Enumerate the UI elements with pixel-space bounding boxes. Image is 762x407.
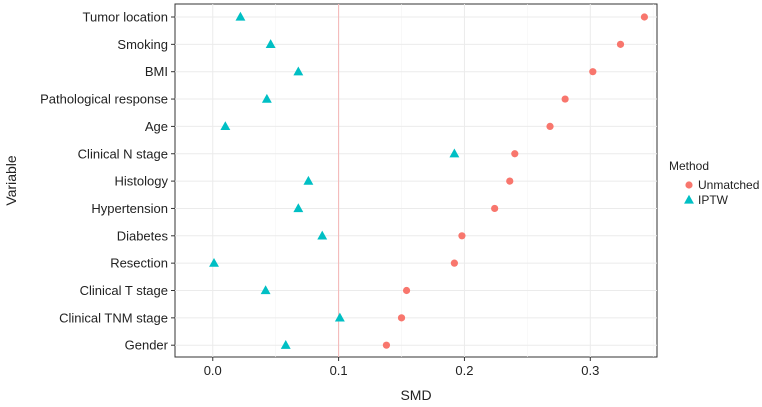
point-iptw xyxy=(209,257,219,267)
y-tick-label: Clinical N stage xyxy=(78,146,168,161)
y-tick-label: Gender xyxy=(125,338,169,353)
point-iptw xyxy=(293,66,304,76)
point-iptw xyxy=(317,230,328,240)
point-unmatched xyxy=(589,68,597,76)
point-iptw xyxy=(260,285,271,295)
legend-label-unmatched: Unmatched xyxy=(698,178,759,192)
point-iptw xyxy=(235,11,246,21)
x-tick-label: 0.0 xyxy=(204,363,222,378)
point-iptw xyxy=(303,175,314,185)
point-unmatched xyxy=(511,150,519,158)
y-tick-label: Resection xyxy=(110,256,168,271)
point-unmatched xyxy=(382,341,391,349)
y-tick-label: BMI xyxy=(145,64,168,79)
panel-background xyxy=(174,3,658,358)
point-unmatched xyxy=(450,259,458,267)
x-axis-title: SMD xyxy=(400,387,431,403)
y-tick-label: Smoking xyxy=(117,37,168,52)
point-unmatched xyxy=(402,286,411,295)
point-unmatched xyxy=(491,204,499,213)
point-iptw xyxy=(293,203,304,213)
point-iptw xyxy=(334,312,345,322)
x-axis-ticks: 0.0 0.1 0.2 0.3 xyxy=(204,357,599,378)
point-iptw xyxy=(261,93,272,103)
y-tick-label: Clinical T stage xyxy=(80,283,168,298)
y-tick-label: Clinical TNM stage xyxy=(59,310,168,325)
x-tick-label: 0.1 xyxy=(330,363,348,378)
legend-key-unmatched xyxy=(685,181,693,189)
y-tick-label: Histology xyxy=(115,174,169,189)
point-unmatched xyxy=(616,40,625,48)
y-axis-ticks: Tumor location Smoking BMI Pathological res… xyxy=(40,10,175,353)
legend-label-iptw: IPTW xyxy=(698,193,729,207)
x-tick-label: 0.3 xyxy=(581,363,599,378)
y-tick-label: Tumor location xyxy=(83,10,169,25)
legend-key-iptw xyxy=(684,194,694,204)
y-tick-label: Pathological response xyxy=(40,92,168,107)
y-tick-label: Age xyxy=(145,119,168,134)
point-iptw xyxy=(280,340,291,349)
grid-lines xyxy=(175,4,657,357)
y-tick-label: Hypertension xyxy=(91,201,168,216)
point-unmatched xyxy=(640,13,649,21)
point-unmatched xyxy=(397,314,406,322)
y-axis-title: Variable xyxy=(3,155,19,206)
point-unmatched xyxy=(561,95,569,103)
point-iptw xyxy=(265,39,276,48)
point-unmatched xyxy=(458,232,466,240)
point-iptw xyxy=(220,121,231,131)
y-tick-label: Diabetes xyxy=(117,228,169,243)
point-unmatched xyxy=(546,122,554,130)
data-points xyxy=(209,11,649,349)
point-iptw xyxy=(449,148,460,158)
x-tick-label: 0.2 xyxy=(455,363,473,378)
legend-title: Method xyxy=(669,159,709,173)
point-unmatched xyxy=(506,177,514,185)
